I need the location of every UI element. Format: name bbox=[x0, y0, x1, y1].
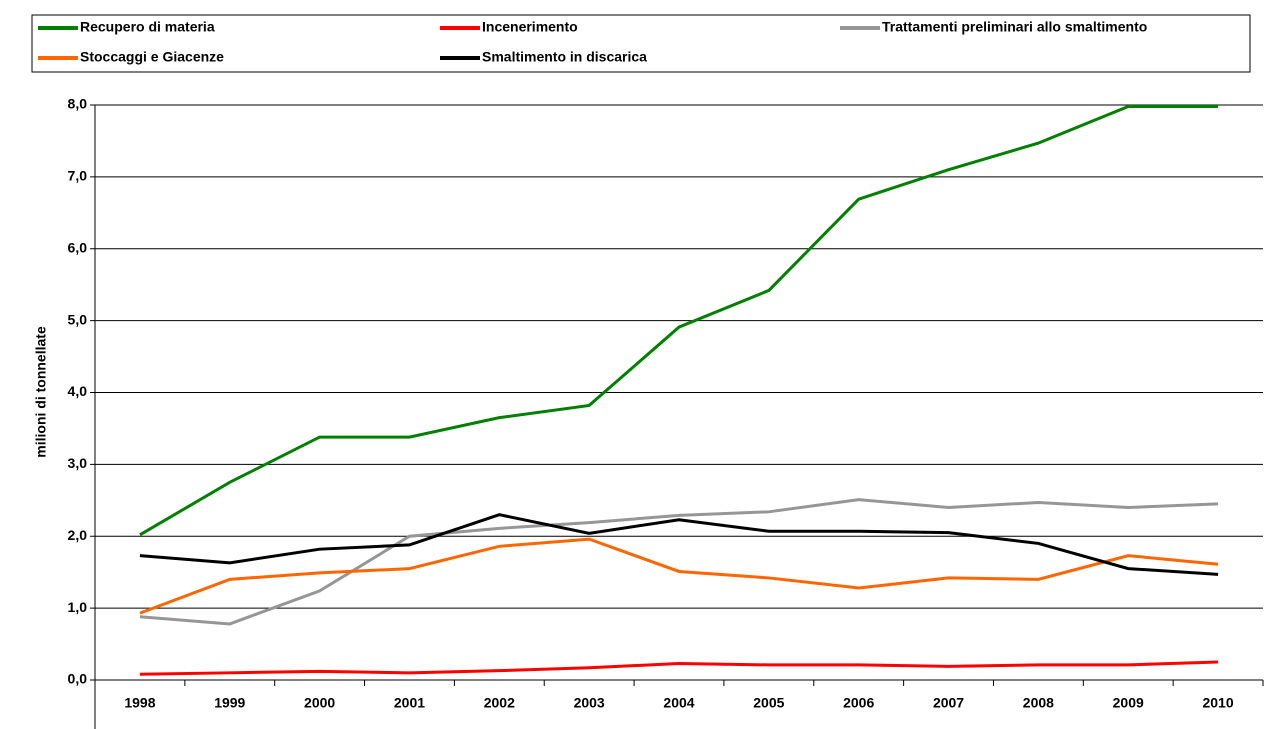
y-tick-label: 2,0 bbox=[68, 527, 88, 543]
x-tick-label: 2004 bbox=[663, 695, 694, 711]
x-tick-label: 2010 bbox=[1202, 695, 1233, 711]
legend-label: Recupero di materia bbox=[80, 19, 215, 35]
series-line bbox=[139, 660, 1219, 676]
x-tick-label: 2003 bbox=[574, 695, 605, 711]
legend-label: Stoccaggi e Giacenze bbox=[80, 49, 224, 65]
series-line bbox=[139, 498, 1219, 626]
legend-box bbox=[31, 14, 1251, 73]
x-tick-label: 2006 bbox=[843, 695, 874, 711]
legend-label: Incenerimento bbox=[482, 19, 578, 35]
y-axis-label: milioni di tonnellate bbox=[33, 326, 49, 458]
legend-label: Trattamenti preliminari allo smaltimento bbox=[882, 19, 1147, 35]
x-tick-label: 2007 bbox=[933, 695, 964, 711]
y-tick-label: 6,0 bbox=[68, 239, 88, 255]
y-tick-label: 3,0 bbox=[68, 455, 88, 471]
y-tick-label: 8,0 bbox=[68, 96, 88, 112]
y-tick-label: 4,0 bbox=[68, 383, 88, 399]
x-tick-label: 1999 bbox=[214, 695, 245, 711]
x-tick-label: 2005 bbox=[753, 695, 784, 711]
x-tick-label: 2000 bbox=[304, 695, 335, 711]
y-tick-label: 1,0 bbox=[68, 599, 88, 615]
x-tick-label: 1998 bbox=[124, 695, 155, 711]
x-tick-label: 2009 bbox=[1113, 695, 1144, 711]
x-tick-label: 2002 bbox=[484, 695, 515, 711]
legend-label: Smaltimento in discarica bbox=[482, 49, 647, 65]
x-tick-label: 2008 bbox=[1023, 695, 1054, 711]
series-line bbox=[139, 513, 1219, 576]
y-tick-label: 5,0 bbox=[68, 311, 88, 327]
series-line bbox=[139, 104, 1219, 537]
y-tick-label: 7,0 bbox=[68, 168, 88, 184]
series-line bbox=[139, 537, 1219, 615]
x-tick-label: 2001 bbox=[394, 695, 425, 711]
y-tick-label: 0,0 bbox=[68, 671, 88, 687]
